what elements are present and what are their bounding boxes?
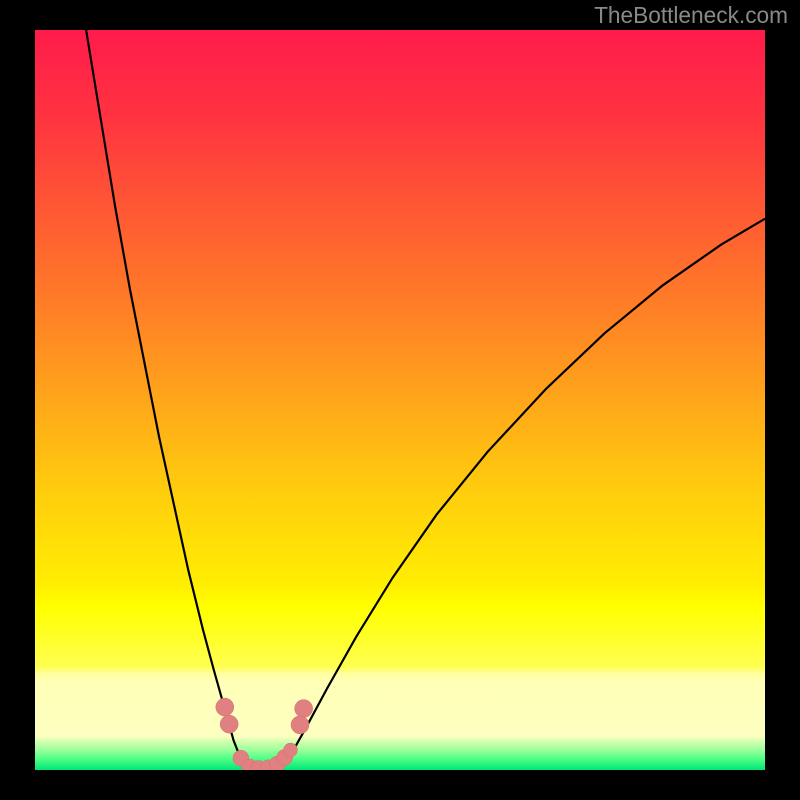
left-curve	[86, 30, 254, 770]
data-marker	[216, 698, 234, 716]
plot-area	[35, 30, 765, 770]
watermark-text: TheBottleneck.com	[594, 2, 788, 29]
data-marker	[295, 700, 313, 718]
data-marker	[291, 716, 309, 734]
chart-canvas: TheBottleneck.com	[0, 0, 800, 800]
data-marker	[284, 743, 298, 757]
data-marker	[220, 715, 238, 733]
curve-layer	[35, 30, 765, 770]
right-curve	[276, 219, 765, 770]
marker-group	[216, 698, 313, 770]
